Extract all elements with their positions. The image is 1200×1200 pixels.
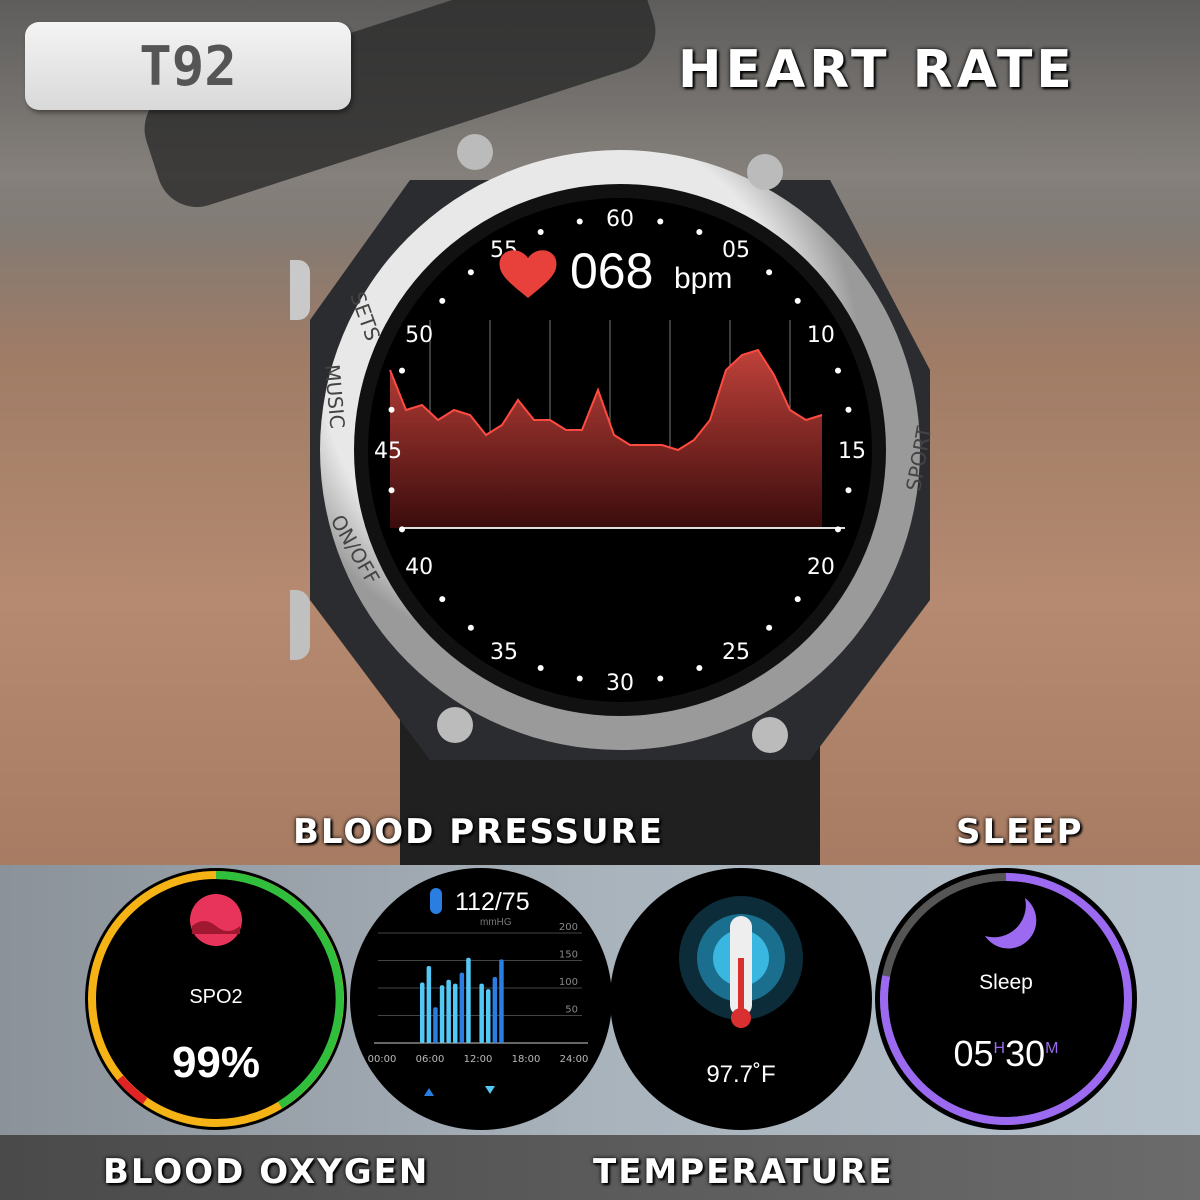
bp-bar bbox=[433, 1007, 438, 1043]
label-strip bbox=[0, 1135, 1200, 1200]
smartwatch: 60 05 10 15 20 25 30 35 40 45 50 55 068 bpm SETS MU… bbox=[220, 120, 950, 770]
bp-y-tick: 100 bbox=[559, 977, 578, 988]
bp-x-tick: 00:00 bbox=[368, 1054, 397, 1065]
dial-dot bbox=[766, 269, 773, 276]
bp-bar bbox=[479, 983, 484, 1043]
heading-sleep: SLEEP bbox=[956, 812, 1084, 852]
sleep-hours: 05 bbox=[953, 1033, 994, 1074]
dial-dot bbox=[845, 487, 852, 494]
sleep-screen: Sleep 05H30M bbox=[875, 868, 1137, 1130]
bp-unit: mmHG bbox=[480, 917, 512, 928]
dial-dot bbox=[835, 367, 842, 374]
dial-dot bbox=[467, 269, 474, 276]
moon-icon bbox=[985, 898, 1037, 949]
dial-number: 60 bbox=[606, 207, 634, 232]
bp-bar bbox=[486, 989, 491, 1043]
dial-number: 20 bbox=[807, 555, 835, 580]
heart-rate-area bbox=[390, 350, 822, 528]
heart-rate-value: 068 bbox=[570, 243, 653, 299]
bezel-label-music: MUSIC bbox=[320, 363, 350, 429]
dial-dot bbox=[388, 487, 395, 494]
sleep-progress-ring bbox=[880, 873, 1132, 1125]
bp-bar bbox=[439, 985, 445, 1043]
dial-dot bbox=[696, 228, 703, 235]
dial-dot bbox=[657, 218, 664, 225]
dial-dot bbox=[657, 675, 664, 682]
bp-x-tick: 18:00 bbox=[512, 1054, 541, 1065]
temperature-value: 97.7˚F bbox=[706, 1061, 776, 1088]
up-arrow-icon bbox=[424, 1088, 434, 1096]
heart-rate-unit: bpm bbox=[674, 262, 732, 295]
temperature-screen: 97.7˚F bbox=[610, 868, 872, 1130]
thermometer-icon bbox=[730, 916, 752, 1028]
dial-number: 35 bbox=[490, 640, 518, 665]
dial-dot bbox=[398, 526, 405, 533]
heart-icon bbox=[499, 250, 557, 298]
dial-dot bbox=[576, 218, 583, 225]
dial-dot bbox=[794, 297, 801, 304]
bp-bar bbox=[492, 977, 498, 1043]
dial-number: 40 bbox=[405, 555, 433, 580]
dial-number: 50 bbox=[405, 323, 433, 348]
heading-temperature: TEMPERATURE bbox=[593, 1152, 894, 1192]
dial-number: 10 bbox=[807, 323, 835, 348]
spo2-label: SPO2 bbox=[189, 986, 243, 1008]
dial-dot bbox=[388, 406, 395, 413]
bp-x-tick: 24:00 bbox=[560, 1054, 589, 1065]
blood-drop-icon bbox=[190, 894, 242, 946]
sleep-minutes-unit: M bbox=[1045, 1040, 1059, 1057]
dial-number: 25 bbox=[722, 640, 750, 665]
dial-dot bbox=[576, 675, 583, 682]
bp-bar bbox=[420, 982, 425, 1043]
pill-icon bbox=[430, 888, 442, 914]
heart-rate-line bbox=[389, 348, 823, 452]
spo2-screen: SPO2 99% bbox=[85, 868, 347, 1130]
bp-y-tick: 50 bbox=[565, 1005, 578, 1016]
dial-dot bbox=[696, 665, 703, 672]
bp-x-tick: 06:00 bbox=[416, 1054, 445, 1065]
dial-dot bbox=[835, 526, 842, 533]
dial-dot bbox=[398, 367, 405, 374]
dial-number: 05 bbox=[722, 238, 750, 263]
spo2-value: 99% bbox=[171, 1038, 261, 1087]
blood-pressure-screen: 200 150 100 50 00:00 06:00 12:00 18:00 24:00 112… bbox=[350, 868, 612, 1130]
dial-dot bbox=[439, 297, 446, 304]
model-badge: T92 bbox=[25, 22, 351, 110]
sleep-label: Sleep bbox=[979, 971, 1033, 994]
dial-number: 30 bbox=[606, 671, 634, 696]
dial-dot bbox=[794, 596, 801, 603]
dial-dot bbox=[845, 406, 852, 413]
bp-value: 112/75 bbox=[455, 888, 530, 916]
dial-dot bbox=[537, 228, 544, 235]
bp-bar bbox=[453, 983, 458, 1043]
dial-dot bbox=[766, 624, 773, 631]
bp-bar bbox=[499, 959, 504, 1043]
bp-bar bbox=[446, 979, 451, 1043]
dial-number: 15 bbox=[838, 439, 866, 464]
bp-bar bbox=[426, 966, 432, 1043]
down-arrow-icon bbox=[485, 1086, 495, 1094]
bp-x-tick: 12:00 bbox=[464, 1054, 493, 1065]
sleep-hours-unit: H bbox=[993, 1040, 1006, 1057]
sleep-minutes: 30 bbox=[1005, 1033, 1046, 1074]
dial-dot bbox=[439, 596, 446, 603]
heading-heart-rate: HEART RATE bbox=[678, 40, 1076, 100]
dial-dot bbox=[537, 665, 544, 672]
bp-y-tick: 150 bbox=[559, 950, 578, 961]
heading-blood-pressure: BLOOD PRESSURE bbox=[293, 812, 665, 852]
bp-bar bbox=[466, 957, 471, 1043]
dial-dot bbox=[467, 624, 474, 631]
dial-number: 45 bbox=[374, 439, 402, 464]
bp-y-tick: 200 bbox=[559, 922, 578, 933]
bp-bar bbox=[459, 972, 465, 1043]
heading-blood-oxygen: BLOOD OXYGEN bbox=[103, 1152, 430, 1192]
